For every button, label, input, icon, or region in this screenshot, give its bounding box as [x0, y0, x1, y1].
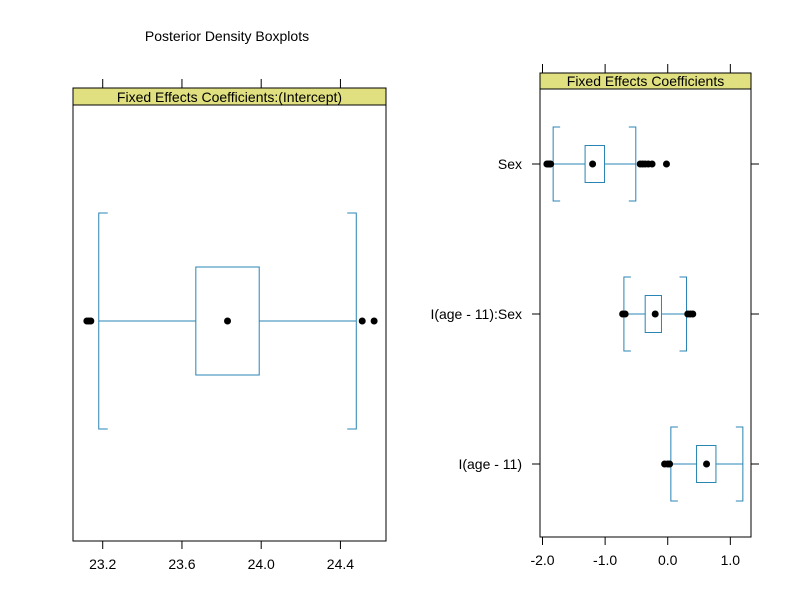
upper-bracket [347, 212, 357, 430]
iqr-box [584, 145, 605, 183]
tick-label: 23.2 [89, 556, 116, 572]
boxplot-2: I(age - 11):Sex [430, 276, 759, 352]
median-dot [703, 460, 711, 468]
panel-frame [72, 104, 387, 542]
upper-bracket [735, 426, 744, 502]
tick-label: -2.0 [530, 552, 554, 568]
row-label: Sex [498, 156, 522, 172]
chart-title: Posterior Density Boxplots [145, 28, 309, 44]
panel-2: Fixed Effects Coefficients -2.0 -1.0 0.0 1.0… [430, 64, 759, 568]
outlier-point [666, 460, 674, 468]
outlier-point [662, 160, 670, 168]
outlier-point [547, 160, 555, 168]
outlier-point [87, 317, 95, 325]
outlier-point [358, 317, 366, 325]
iqr-box [195, 266, 260, 376]
outlier-point [648, 160, 656, 168]
outlier-point [370, 317, 378, 325]
tick-label: 0.0 [658, 552, 678, 568]
tick-label: 24.4 [327, 556, 354, 572]
iqr-box [696, 445, 717, 483]
median-dot [589, 160, 597, 168]
upper-bracket [628, 126, 637, 202]
row-label: I(age - 11):Sex [430, 306, 522, 322]
lower-bracket [98, 212, 108, 430]
median-dot [651, 310, 659, 318]
strip-label: Fixed Effects Coefficients [567, 73, 724, 89]
boxplot-1: Sex [498, 126, 759, 202]
median-dot [224, 317, 232, 325]
panel-frame [539, 88, 752, 538]
tick-label: 24.0 [248, 556, 275, 572]
outlier-point [689, 310, 697, 318]
strip-label: Fixed Effects Coefficients:(Intercept) [117, 89, 342, 105]
panel-1: Fixed Effects Coefficients:(Intercept) 23… [72, 79, 387, 572]
boxplot-1 [83, 212, 378, 430]
row-label: I(age - 11) [458, 456, 522, 472]
boxplot-3: I(age - 11) [458, 426, 759, 502]
tick-label: 1.0 [721, 552, 741, 568]
tick-label: 23.6 [168, 556, 195, 572]
tick-label: -1.0 [593, 552, 617, 568]
outlier-point [621, 310, 629, 318]
iqr-box [644, 295, 662, 333]
